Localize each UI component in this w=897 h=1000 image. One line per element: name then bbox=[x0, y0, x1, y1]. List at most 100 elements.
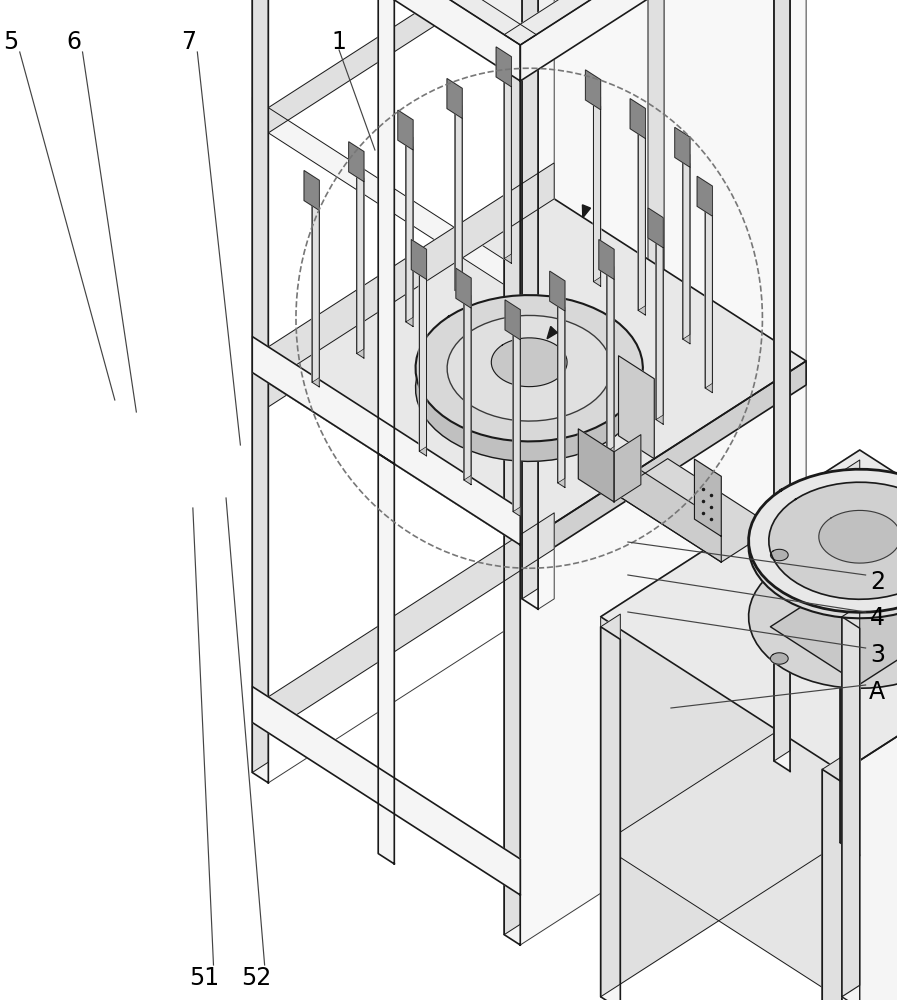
Polygon shape bbox=[464, 295, 471, 480]
Polygon shape bbox=[520, 361, 806, 569]
Polygon shape bbox=[522, 0, 538, 599]
Polygon shape bbox=[594, 97, 601, 282]
Polygon shape bbox=[579, 429, 614, 502]
Polygon shape bbox=[379, 0, 395, 464]
Polygon shape bbox=[505, 300, 520, 340]
Polygon shape bbox=[312, 198, 319, 382]
Polygon shape bbox=[268, 513, 554, 733]
Polygon shape bbox=[675, 127, 690, 167]
Polygon shape bbox=[769, 482, 897, 599]
Polygon shape bbox=[252, 188, 806, 545]
Polygon shape bbox=[840, 460, 859, 843]
Polygon shape bbox=[619, 356, 654, 459]
Polygon shape bbox=[582, 205, 590, 218]
Text: 51: 51 bbox=[189, 966, 220, 990]
Polygon shape bbox=[607, 271, 614, 456]
Polygon shape bbox=[492, 338, 567, 387]
Polygon shape bbox=[630, 99, 645, 138]
Polygon shape bbox=[558, 298, 565, 483]
Polygon shape bbox=[842, 605, 897, 1000]
Polygon shape bbox=[771, 653, 788, 664]
Polygon shape bbox=[607, 267, 614, 451]
Polygon shape bbox=[419, 271, 426, 456]
Polygon shape bbox=[648, 0, 664, 290]
Polygon shape bbox=[520, 0, 806, 81]
Polygon shape bbox=[357, 169, 364, 354]
Polygon shape bbox=[683, 159, 690, 344]
Polygon shape bbox=[774, 0, 790, 771]
Polygon shape bbox=[538, 0, 554, 609]
Text: 2: 2 bbox=[870, 570, 884, 594]
Polygon shape bbox=[697, 176, 712, 216]
Polygon shape bbox=[656, 240, 663, 424]
Polygon shape bbox=[252, 0, 520, 81]
Polygon shape bbox=[455, 110, 462, 295]
Polygon shape bbox=[304, 171, 319, 210]
Polygon shape bbox=[464, 300, 471, 485]
Polygon shape bbox=[520, 0, 806, 945]
Text: 4: 4 bbox=[870, 606, 884, 630]
Polygon shape bbox=[357, 174, 364, 358]
Polygon shape bbox=[349, 142, 364, 182]
Polygon shape bbox=[547, 326, 557, 339]
Polygon shape bbox=[842, 605, 859, 997]
Polygon shape bbox=[252, 0, 268, 783]
Polygon shape bbox=[842, 833, 897, 1000]
Polygon shape bbox=[558, 303, 565, 488]
Polygon shape bbox=[601, 614, 621, 997]
Polygon shape bbox=[379, 454, 395, 864]
Polygon shape bbox=[406, 137, 413, 322]
Polygon shape bbox=[771, 549, 788, 561]
Polygon shape bbox=[252, 0, 536, 45]
Polygon shape bbox=[252, 0, 806, 45]
Polygon shape bbox=[656, 235, 663, 420]
Polygon shape bbox=[601, 450, 859, 997]
Polygon shape bbox=[614, 459, 775, 562]
Polygon shape bbox=[842, 617, 859, 1000]
Polygon shape bbox=[823, 769, 842, 1000]
Polygon shape bbox=[415, 315, 643, 461]
Polygon shape bbox=[415, 295, 643, 441]
Polygon shape bbox=[419, 267, 426, 451]
Polygon shape bbox=[705, 208, 712, 393]
Text: 6: 6 bbox=[66, 30, 81, 54]
Polygon shape bbox=[456, 268, 471, 308]
Polygon shape bbox=[638, 130, 645, 315]
Polygon shape bbox=[601, 627, 621, 1000]
Polygon shape bbox=[504, 24, 520, 935]
Polygon shape bbox=[504, 35, 520, 945]
Text: 1: 1 bbox=[332, 30, 346, 54]
Text: A: A bbox=[869, 680, 885, 704]
Polygon shape bbox=[683, 155, 690, 339]
Polygon shape bbox=[601, 678, 897, 1000]
Polygon shape bbox=[749, 545, 897, 688]
Polygon shape bbox=[268, 0, 554, 133]
Text: 7: 7 bbox=[181, 30, 196, 54]
Polygon shape bbox=[694, 459, 721, 536]
Polygon shape bbox=[411, 240, 426, 279]
Polygon shape bbox=[268, 163, 554, 383]
Polygon shape bbox=[594, 102, 601, 286]
Polygon shape bbox=[550, 271, 565, 311]
Polygon shape bbox=[447, 79, 462, 118]
Polygon shape bbox=[398, 110, 413, 150]
Polygon shape bbox=[252, 97, 520, 295]
Text: 5: 5 bbox=[3, 30, 19, 54]
Polygon shape bbox=[648, 208, 663, 248]
Polygon shape bbox=[522, 0, 538, 609]
Polygon shape bbox=[504, 74, 511, 259]
Polygon shape bbox=[749, 469, 897, 612]
Polygon shape bbox=[268, 199, 554, 407]
Polygon shape bbox=[496, 47, 511, 87]
Polygon shape bbox=[252, 686, 520, 895]
Polygon shape bbox=[513, 327, 520, 512]
Polygon shape bbox=[455, 106, 462, 290]
Text: 52: 52 bbox=[241, 966, 272, 990]
Polygon shape bbox=[819, 510, 897, 563]
Polygon shape bbox=[504, 79, 511, 263]
Polygon shape bbox=[252, 336, 520, 545]
Polygon shape bbox=[774, 0, 790, 761]
Polygon shape bbox=[447, 315, 612, 421]
Polygon shape bbox=[513, 332, 520, 516]
Polygon shape bbox=[638, 126, 645, 310]
